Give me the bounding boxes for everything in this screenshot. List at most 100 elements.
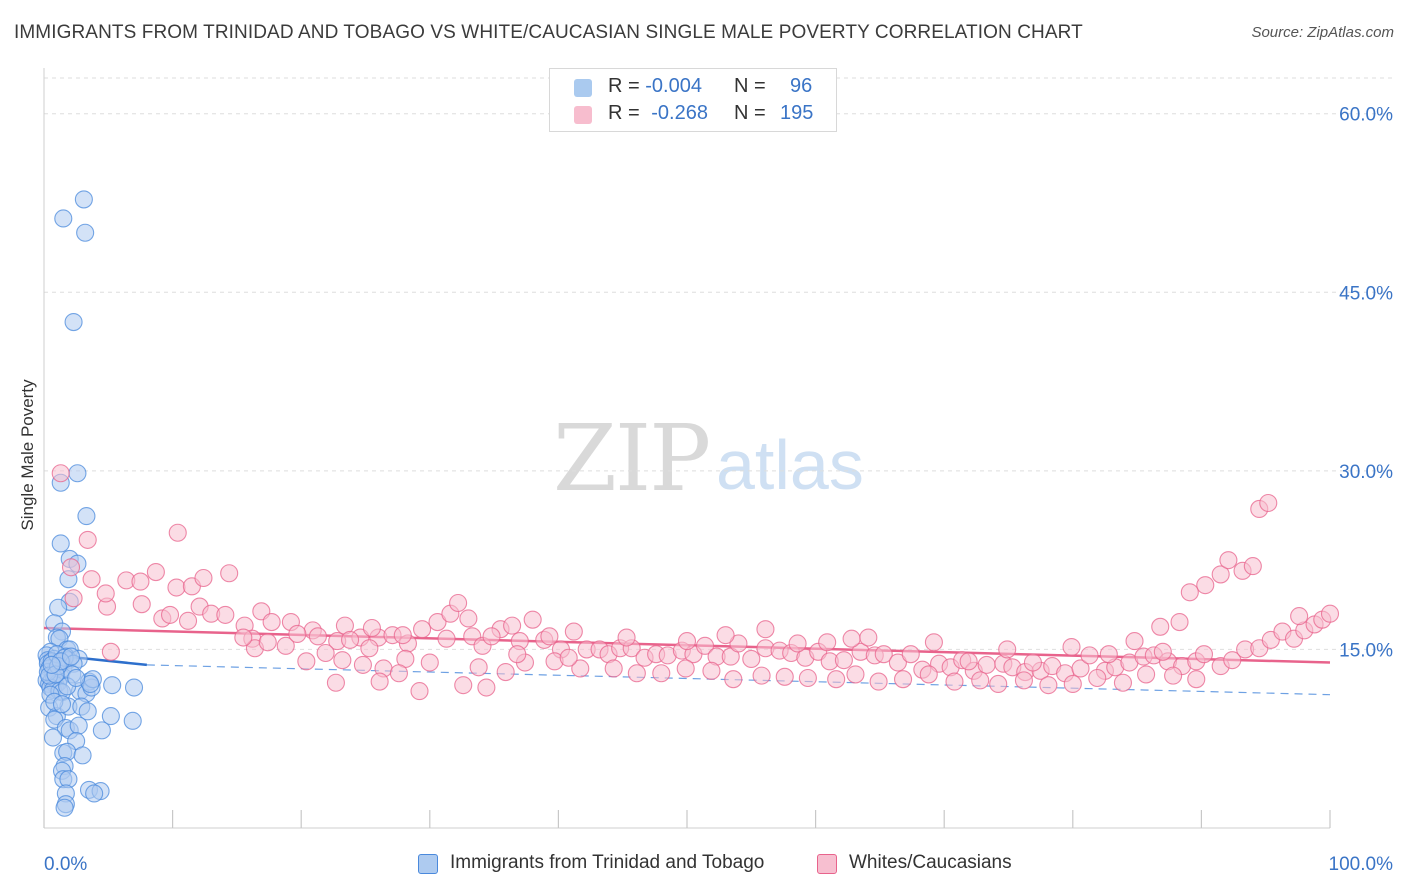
whites-point bbox=[1187, 670, 1206, 689]
whites-point bbox=[617, 628, 636, 647]
whites-point bbox=[846, 665, 865, 684]
whites-point bbox=[1151, 617, 1170, 636]
whites-point bbox=[167, 578, 186, 597]
whites-point bbox=[604, 659, 623, 678]
y-tick-label: 30.0% bbox=[1339, 462, 1393, 483]
whites-point bbox=[971, 671, 990, 690]
whites-point bbox=[437, 629, 456, 648]
whites-point bbox=[341, 630, 360, 649]
whites-point bbox=[496, 662, 515, 682]
whites-point bbox=[1088, 668, 1107, 688]
whites-point bbox=[1290, 607, 1309, 626]
whites-point bbox=[1219, 551, 1238, 570]
whites-point bbox=[82, 570, 101, 589]
whites-point bbox=[51, 464, 70, 483]
whites-point bbox=[564, 622, 583, 641]
whites-point bbox=[178, 611, 198, 630]
whites-point bbox=[901, 645, 920, 664]
whites-point bbox=[1023, 653, 1042, 672]
immigrants-point bbox=[67, 668, 86, 688]
immigrants-point bbox=[52, 695, 72, 714]
whites-point bbox=[1080, 646, 1099, 665]
whites-point bbox=[627, 664, 646, 683]
whites-point bbox=[1137, 665, 1156, 684]
whites-point bbox=[888, 653, 907, 672]
immigrants-point bbox=[74, 190, 93, 209]
whites-point bbox=[449, 593, 468, 613]
whites-point bbox=[1039, 676, 1058, 695]
whites-point bbox=[676, 659, 695, 678]
whites-point bbox=[756, 620, 775, 639]
whites-point bbox=[389, 664, 408, 683]
legend-r-value: -0.004 bbox=[645, 75, 702, 97]
whites-point bbox=[454, 676, 473, 695]
legend-n-value: 195 bbox=[780, 102, 814, 124]
x-tick-label: 100.0% bbox=[1329, 854, 1394, 875]
chart-title: IMMIGRANTS FROM TRINIDAD AND TOBAGO VS W… bbox=[14, 22, 1083, 43]
immigrants-point bbox=[64, 312, 83, 332]
whites-point bbox=[716, 626, 735, 645]
whites-point bbox=[194, 568, 213, 588]
x-tick-label: 0.0% bbox=[44, 854, 87, 875]
whites-point bbox=[571, 659, 590, 678]
whites-point bbox=[262, 612, 281, 632]
whites-point bbox=[353, 655, 372, 674]
y-tick-label: 60.0% bbox=[1339, 105, 1393, 126]
whites-point bbox=[702, 661, 721, 680]
source-credit: Source: ZipAtlas.com bbox=[1251, 24, 1394, 41]
whites-point bbox=[370, 672, 389, 691]
whites-point bbox=[1153, 642, 1172, 661]
immigrants-point bbox=[85, 784, 104, 803]
whites-point bbox=[61, 558, 81, 577]
whites-point bbox=[1071, 659, 1090, 678]
whites-point bbox=[989, 674, 1008, 694]
whites-point bbox=[695, 636, 715, 655]
whites-point bbox=[131, 572, 150, 591]
immigrants-point bbox=[123, 711, 142, 730]
whites-point bbox=[78, 530, 97, 549]
whites-point bbox=[326, 673, 345, 692]
whites-point bbox=[101, 642, 120, 661]
whites-point bbox=[1170, 612, 1189, 632]
immigrants-point bbox=[55, 798, 74, 817]
whites-point bbox=[1014, 671, 1033, 690]
whites-point bbox=[168, 523, 187, 542]
immigrants-point bbox=[92, 721, 111, 740]
whites-point bbox=[413, 620, 432, 639]
whites-point bbox=[919, 665, 938, 684]
whites-point bbox=[1259, 493, 1278, 513]
immigrants-point bbox=[103, 676, 122, 695]
whites-point bbox=[477, 678, 496, 697]
immigrants-point bbox=[73, 746, 92, 765]
immigrants-point bbox=[68, 464, 87, 483]
immigrants-point bbox=[42, 655, 61, 674]
whites-point bbox=[798, 668, 817, 688]
whites-point bbox=[288, 624, 307, 644]
immigrants-point bbox=[51, 534, 70, 553]
whites-point bbox=[428, 612, 447, 632]
whites-point bbox=[1062, 637, 1081, 657]
whites-point bbox=[998, 640, 1017, 659]
whites-point bbox=[1211, 565, 1230, 584]
whites-point bbox=[258, 633, 277, 652]
whites-point bbox=[677, 632, 697, 651]
whites-point bbox=[945, 672, 964, 691]
immigrants-point bbox=[61, 647, 81, 666]
whites-point bbox=[1164, 666, 1183, 685]
whites-point bbox=[360, 639, 379, 658]
whites-point bbox=[874, 645, 893, 664]
whites-point bbox=[1099, 645, 1118, 664]
whites-point bbox=[216, 605, 235, 624]
whites-point bbox=[469, 658, 488, 677]
whites-point bbox=[420, 653, 439, 672]
whites-point bbox=[1196, 576, 1215, 595]
whites-point bbox=[316, 643, 335, 663]
whites-point bbox=[842, 629, 861, 648]
immigrants-point bbox=[78, 702, 97, 721]
immigrants-point bbox=[101, 707, 120, 726]
correlation-legend: R = -0.004 N = 96 R = -0.268 N = 195 bbox=[549, 68, 837, 132]
immigrants-point bbox=[77, 507, 96, 526]
whites-point bbox=[752, 666, 771, 685]
immigrants-point bbox=[49, 598, 68, 617]
